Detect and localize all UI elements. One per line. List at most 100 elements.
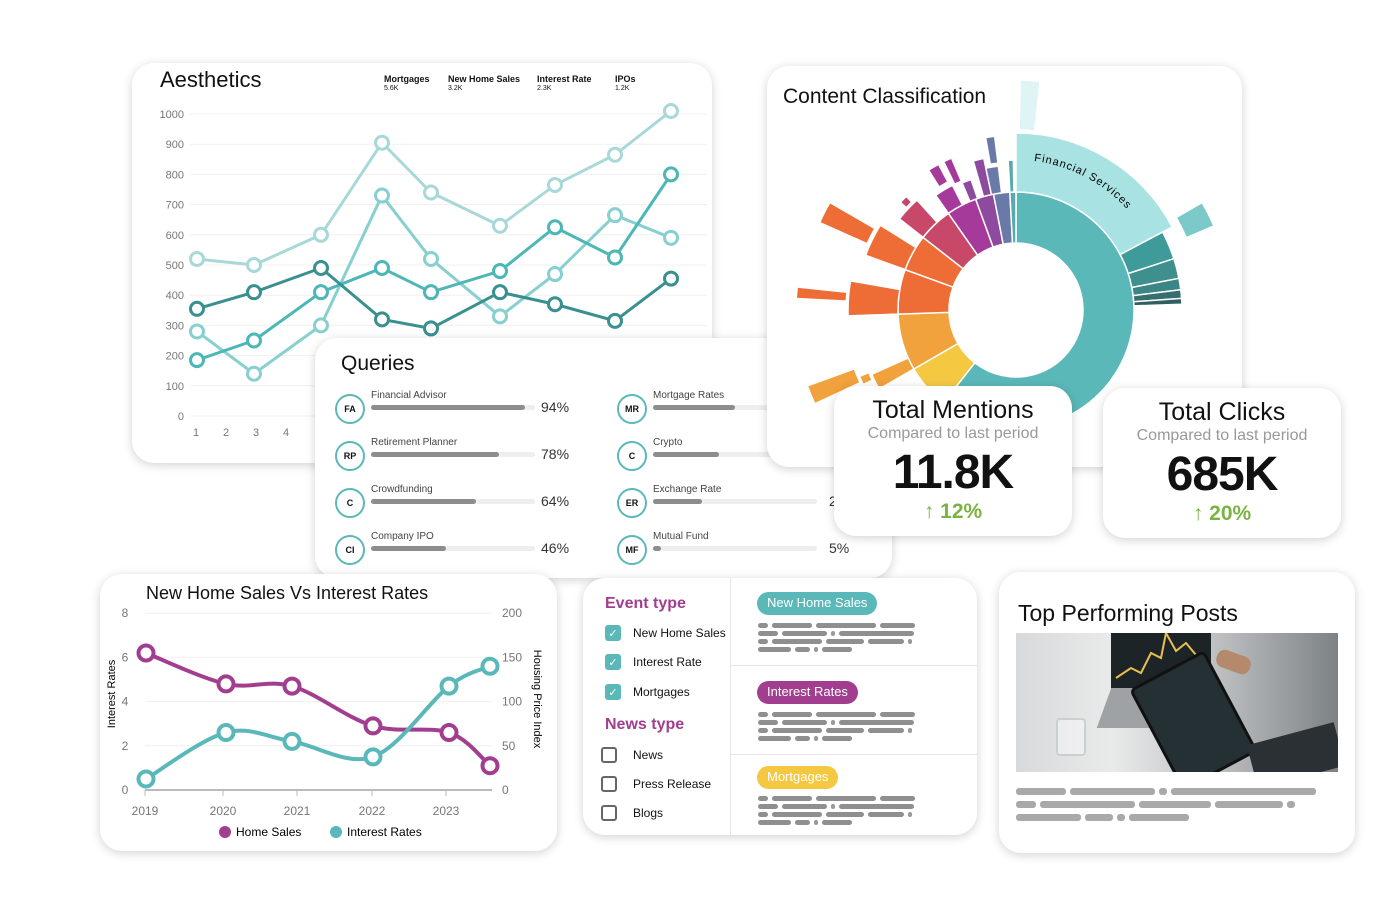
home-sales-vs-rates-card: New Home Sales Vs Interest Rates 0 0 2 50 4 1…: [100, 574, 557, 851]
data-point: [547, 219, 563, 236]
sunburst-outer-segment: [984, 165, 1003, 196]
sunburst-outer-segment: [858, 371, 874, 386]
text-placeholder: [908, 812, 912, 817]
query-item[interactable]: MR Mortgage Rates: [617, 390, 877, 430]
text-placeholder: [816, 796, 876, 801]
data-point: [189, 250, 205, 267]
query-item[interactable]: FA Financial Advisor 94%: [335, 390, 595, 430]
data-point: [607, 207, 623, 224]
tag-new-home-sales[interactable]: New Home Sales: [757, 592, 878, 615]
legend-marker: [330, 826, 342, 838]
y2-tick-label: 50: [502, 739, 516, 753]
text-placeholder: [880, 712, 915, 717]
query-initials-badge: MF: [617, 535, 647, 565]
sunburst-outer-segment: [1007, 159, 1015, 193]
query-progress-bar: [653, 405, 817, 410]
check-icon: ✓: [605, 684, 621, 700]
y-tick-label: 8: [122, 606, 129, 620]
legend-label: Home Sales: [236, 825, 301, 839]
checkbox-blogs[interactable]: Blogs: [601, 805, 663, 821]
text-placeholder: [782, 804, 827, 809]
query-progress-bar: [653, 546, 817, 551]
text-placeholder: [880, 623, 915, 628]
text-placeholder: [758, 720, 778, 725]
stat-value: 685K: [1166, 448, 1279, 501]
checkbox-icon: [601, 805, 617, 821]
data-point: [492, 263, 508, 280]
text-placeholder: [822, 820, 852, 825]
checkbox-interest-rate[interactable]: ✓ Interest Rate: [605, 654, 702, 670]
text-placeholder: [868, 728, 904, 733]
text-placeholder: [758, 712, 768, 717]
checkbox-new-home-sales[interactable]: ✓ New Home Sales: [605, 625, 726, 641]
x-tick-label: 2: [223, 427, 229, 439]
query-item[interactable]: C Crowdfunding 64%: [335, 484, 595, 524]
checkbox-news[interactable]: News: [601, 747, 663, 763]
data-point: [423, 320, 439, 337]
y-tick-label: 0: [122, 783, 129, 797]
check-icon: ✓: [605, 625, 621, 641]
y-tick-label: 0: [178, 411, 184, 423]
event-type-heading: Event type: [605, 595, 686, 612]
y-tick-label: 100: [166, 381, 184, 393]
query-item[interactable]: RP Retirement Planner 78%: [335, 437, 595, 477]
query-initials-badge: RP: [335, 441, 365, 471]
news-type-heading: News type: [605, 716, 685, 733]
query-name: Mortgage Rates: [653, 390, 725, 401]
y2-tick-label: 0: [502, 783, 509, 797]
sunburst-outer-segment: [870, 357, 915, 391]
data-point: [547, 176, 563, 193]
y-tick-label: 6: [122, 650, 129, 664]
text-placeholder: [1129, 813, 1189, 821]
data-point: [547, 296, 563, 313]
y-tick-label: 800: [166, 169, 184, 181]
text-placeholder: [795, 647, 810, 652]
data-point: [374, 311, 390, 328]
query-item[interactable]: C Crypto: [617, 437, 877, 477]
text-placeholder: [772, 712, 812, 717]
x-tick-label: 1: [193, 427, 199, 439]
query-initials-badge: CI: [335, 535, 365, 565]
x-tick-label: 2021: [284, 804, 311, 818]
stat-subtitle: Compared to last period: [1136, 427, 1308, 444]
checkbox-press-release[interactable]: Press Release: [601, 776, 711, 792]
stat-change: ↑ 20%: [1192, 502, 1252, 525]
aesthetics-line-chart: 0 100 200 300 400 500 600 700 800 900 1000 1 2 3 4: [160, 102, 707, 439]
legend-item: Interest Rate 2.3K: [537, 74, 592, 93]
checkbox-icon: [601, 776, 617, 792]
text-placeholder: [758, 647, 791, 652]
data-point: [374, 134, 390, 151]
query-value: 5%: [829, 540, 850, 556]
text-placeholder: [1287, 800, 1295, 808]
tag-interest-rates[interactable]: Interest Rates: [757, 681, 858, 704]
checkbox-mortgages[interactable]: ✓ Mortgages: [605, 684, 690, 700]
query-item[interactable]: ER Exchange Rate 2: [617, 484, 877, 524]
text-placeholder: [1159, 788, 1167, 795]
data-point: [480, 756, 500, 776]
query-progress-bar: [653, 499, 817, 504]
y2-tick-label: 150: [502, 650, 522, 664]
data-point: [374, 187, 390, 204]
checkbox-icon: [601, 747, 617, 763]
query-initials-badge: MR: [617, 394, 647, 424]
legend-label: Interest Rates: [347, 825, 422, 839]
sunburst-outer-segment: [1175, 201, 1215, 239]
sunburst-outer-segment: [847, 279, 901, 317]
data-point: [423, 184, 439, 201]
card-title: Aesthetics: [160, 67, 262, 92]
data-point: [363, 747, 383, 767]
divider: [731, 665, 977, 666]
data-point: [189, 300, 205, 317]
y-tick-label: 600: [166, 230, 184, 242]
query-item[interactable]: CI Company IPO 46%: [335, 531, 595, 571]
text-placeholder: [868, 639, 904, 644]
sunburst-outer-segment: [934, 184, 964, 215]
text-placeholder: [772, 728, 822, 733]
sunburst-outer-segment: [1015, 132, 1174, 256]
text-placeholder: [868, 812, 904, 817]
post-image[interactable]: [1016, 633, 1338, 772]
query-item[interactable]: MF Mutual Fund 5%: [617, 531, 877, 571]
tag-mortgages[interactable]: Mortgages: [757, 766, 839, 789]
data-point: [246, 257, 262, 273]
sunburst-outer-segment: [806, 367, 862, 405]
